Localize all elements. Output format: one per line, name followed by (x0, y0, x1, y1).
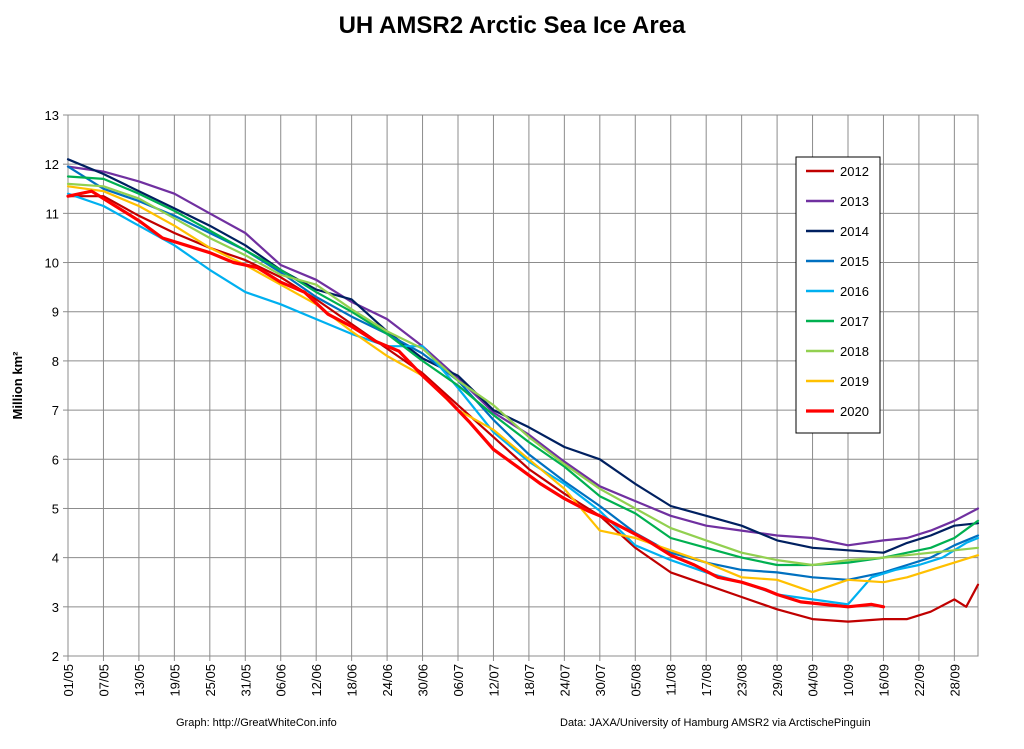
y-tick-label: 8 (52, 354, 59, 369)
y-tick-label: 9 (52, 305, 59, 320)
series-line-2012 (66, 195, 980, 623)
x-tick-label: 04/09 (806, 664, 821, 697)
series-line-2019 (66, 185, 980, 594)
legend-label-2019: 2019 (840, 374, 869, 389)
x-tick-label: 31/05 (238, 664, 253, 697)
legend (795, 156, 881, 434)
x-tick-label: 28/09 (947, 664, 962, 697)
legend-label-2020: 2020 (840, 404, 869, 419)
x-tick-label: 10/09 (841, 664, 856, 697)
x-tick-label: 17/08 (699, 664, 714, 697)
y-tick-label: 5 (52, 501, 59, 516)
x-tick-label: 18/07 (522, 664, 537, 697)
legend-label-2018: 2018 (840, 344, 869, 359)
y-tick-label: 2 (52, 649, 59, 664)
legend-label-2012: 2012 (840, 164, 869, 179)
y-tick-label: 12 (45, 157, 59, 172)
legend-label-2014: 2014 (840, 224, 869, 239)
legend-label-2016: 2016 (840, 284, 869, 299)
series-line-2017 (66, 175, 980, 567)
y-tick-label: 3 (52, 600, 59, 615)
x-tick-label: 06/06 (274, 664, 289, 697)
series-line-2016 (66, 192, 980, 606)
footer-credit-graph[interactable]: Graph: http://GreatWhiteCon.info (176, 717, 337, 729)
y-tick-label: 7 (52, 403, 59, 418)
series-line-2020 (66, 189, 886, 609)
x-tick-label: 12/06 (309, 664, 324, 697)
y-tick-label: 4 (52, 551, 59, 566)
x-tick-label: 24/07 (557, 664, 572, 697)
x-tick-label: 29/08 (770, 664, 785, 697)
y-tick-label: 6 (52, 452, 59, 467)
y-tick-label: 10 (45, 256, 59, 271)
x-tick-label: 16/09 (876, 664, 891, 697)
x-tick-label: 22/09 (912, 664, 927, 697)
x-tick-label: 07/05 (96, 664, 111, 697)
x-tick-label: 06/07 (451, 664, 466, 697)
chart-title: UH AMSR2 Arctic Sea Ice Area (339, 12, 686, 39)
x-tick-label: 12/07 (486, 664, 501, 697)
legend-label-2017: 2017 (840, 314, 869, 329)
legend-label-2013: 2013 (840, 194, 869, 209)
y-axis-label: Million km² (10, 351, 25, 420)
y-tick-label: 13 (45, 108, 59, 123)
x-tick-label: 23/08 (735, 664, 750, 697)
x-tick-label: 11/08 (664, 664, 679, 696)
footer-credit-data: Data: JAXA/University of Hamburg AMSR2 v… (560, 717, 871, 729)
x-tick-label: 30/07 (593, 664, 608, 697)
x-tick-label: 18/06 (345, 664, 360, 697)
y-tick-label: 11 (46, 206, 60, 221)
x-tick-label: 30/06 (416, 664, 431, 697)
x-tick-label: 25/05 (203, 664, 218, 697)
x-tick-label: 05/08 (628, 664, 643, 697)
x-tick-label: 13/05 (132, 664, 147, 697)
series-line-2013 (66, 165, 980, 547)
series-line-2018 (66, 182, 980, 567)
x-tick-label: 24/06 (380, 664, 395, 697)
series-line-2014 (66, 158, 980, 554)
x-tick-label: 19/05 (167, 664, 182, 697)
legend-label-2015: 2015 (840, 254, 869, 269)
x-tick-label: 01/05 (61, 664, 76, 697)
